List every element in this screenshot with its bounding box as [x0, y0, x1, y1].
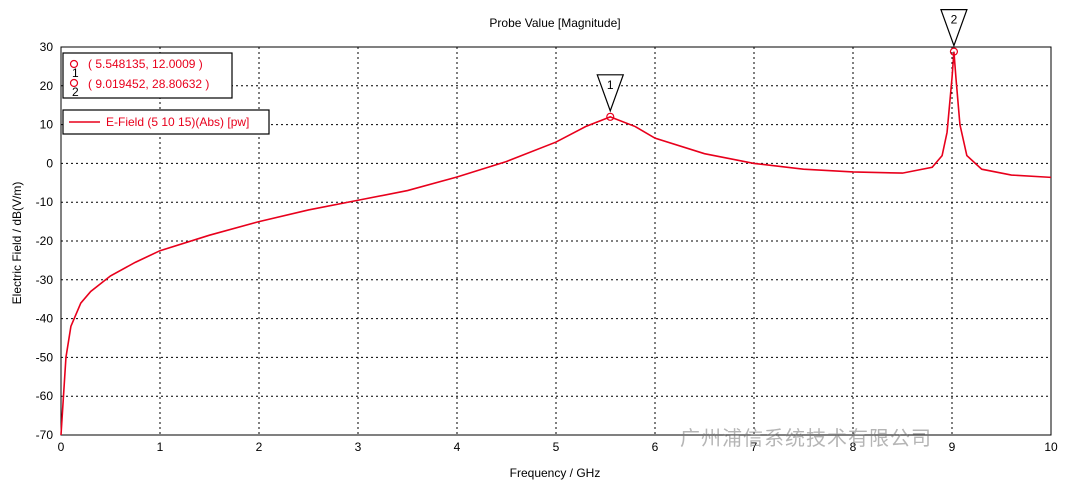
axis-ticks: 0 1 2 3 4 5 6 7 8 9 10 -70 -60 -50 -40 -30 -20 -10 0 10 20 30	[36, 40, 1058, 454]
x-tick-label: 4	[454, 440, 461, 454]
plot-frame	[60, 46, 1052, 436]
markers: 12	[596, 9, 968, 121]
x-tick-label: 0	[58, 440, 65, 454]
y-tick-label: -30	[36, 273, 54, 287]
grid	[61, 47, 1051, 435]
x-tick-label: 7	[751, 440, 758, 454]
chart-title: Probe Value [Magnitude]	[489, 16, 620, 30]
y-tick-label: -40	[36, 312, 54, 326]
marker-2-point	[949, 47, 959, 56]
legend: E-Field (5 10 15)(Abs) [pw]	[62, 109, 270, 135]
marker-1-readout: ( 5.548135, 12.0009 )	[88, 57, 203, 71]
y-tick-label: 10	[40, 118, 54, 132]
marker-1-flag	[596, 74, 625, 113]
marker-2-flag	[940, 9, 968, 48]
x-tick-label: 6	[652, 440, 659, 454]
marker-2-readout-icon	[69, 78, 79, 88]
x-tick-label: 3	[355, 440, 362, 454]
marker-readout-box: 1 ( 5.548135, 12.0009 ) 2 ( 9.019452, 28…	[62, 52, 233, 99]
y-tick-label: -70	[36, 428, 54, 442]
y-tick-label: 0	[46, 156, 53, 170]
x-tick-label: 1	[157, 440, 164, 454]
y-tick-label: -60	[36, 389, 54, 403]
y-tick-label: 30	[40, 40, 54, 54]
marker-2-readout: ( 9.019452, 28.80632 )	[88, 77, 209, 91]
y-tick-label: -20	[36, 234, 54, 248]
x-tick-label: 5	[553, 440, 560, 454]
y-tick-label: -10	[36, 195, 54, 209]
x-tick-label: 9	[949, 440, 956, 454]
marker-1-point	[606, 112, 615, 121]
legend-entry: E-Field (5 10 15)(Abs) [pw]	[106, 115, 249, 129]
y-tick-label: 20	[40, 79, 54, 93]
marker-2-flag-id: 2	[951, 13, 958, 27]
marker-1-flag-id: 1	[607, 78, 614, 92]
marker-1-readout-id: 1	[72, 66, 79, 80]
x-tick-label: 2	[256, 440, 263, 454]
marker-2-readout-id: 2	[72, 85, 79, 99]
y-axis-title: Electric Field / dB(V/m)	[10, 182, 24, 305]
x-tick-label: 8	[850, 440, 857, 454]
series-line-e-field	[60, 51, 1052, 436]
marker-1-readout-icon	[69, 59, 79, 69]
watermark: 广州浦信系统技术有限公司	[680, 426, 932, 450]
y-tick-label: -50	[36, 350, 54, 364]
x-axis-title: Frequency / GHz	[510, 466, 601, 480]
x-tick-label: 10	[1044, 440, 1058, 454]
